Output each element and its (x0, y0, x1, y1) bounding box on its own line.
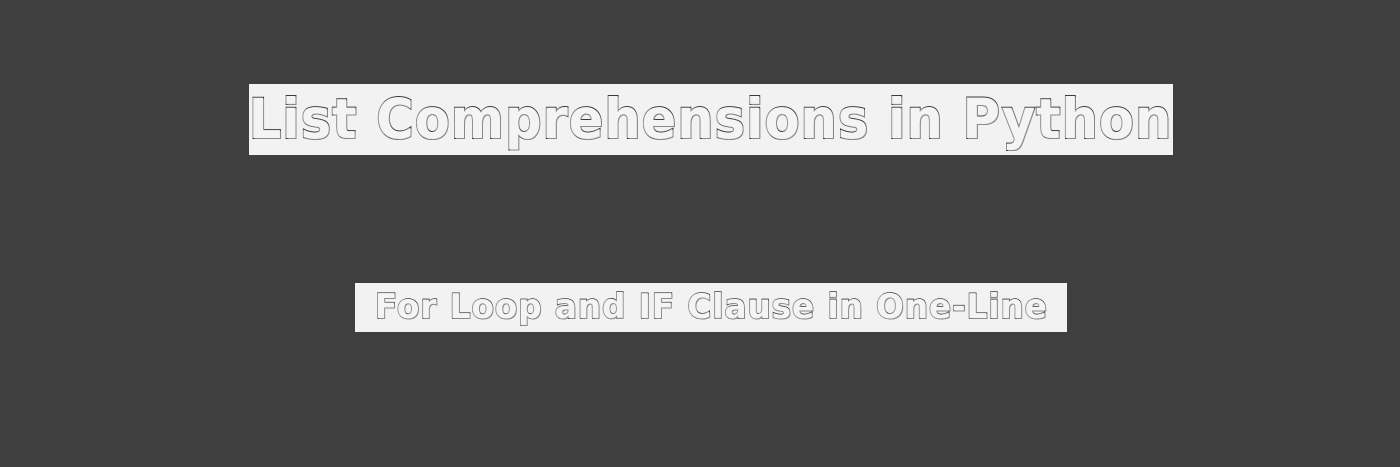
title-banner: List Comprehensions in Python (249, 84, 1173, 155)
page-title: List Comprehensions in Python (249, 86, 1173, 152)
subtitle-banner: For Loop and IF Clause in One-Line (355, 283, 1067, 332)
page-subtitle: For Loop and IF Clause in One-Line (374, 286, 1048, 328)
